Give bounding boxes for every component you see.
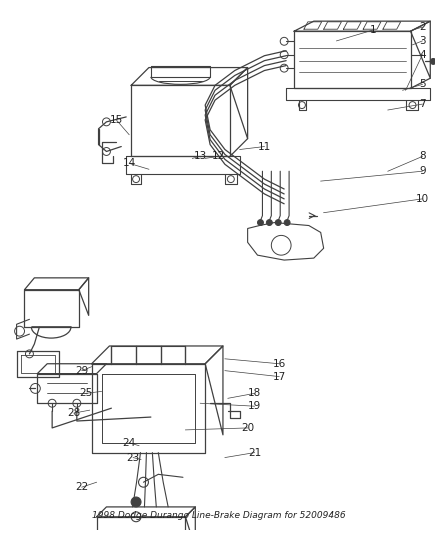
Text: 15: 15 [110,115,123,125]
Text: 23: 23 [127,453,140,463]
Text: 7: 7 [419,99,426,109]
Text: 25: 25 [79,389,92,398]
Text: 3: 3 [419,36,426,46]
Text: 19: 19 [248,401,261,411]
Text: 24: 24 [123,438,136,448]
Text: 12: 12 [212,151,225,161]
Circle shape [284,220,290,225]
Circle shape [258,220,263,225]
Text: 22: 22 [75,482,88,492]
Text: 13: 13 [194,151,207,161]
Text: 16: 16 [272,359,286,369]
Text: 9: 9 [419,166,426,176]
Text: 18: 18 [248,389,261,398]
Text: 11: 11 [258,142,271,151]
Text: 2: 2 [419,22,426,32]
Text: 1: 1 [370,25,376,35]
Text: 20: 20 [241,423,254,433]
Circle shape [131,497,141,507]
Text: 5: 5 [419,79,426,90]
Text: 29: 29 [75,366,88,376]
Text: 14: 14 [123,158,136,168]
Text: 21: 21 [248,448,261,458]
Circle shape [430,59,436,64]
Circle shape [275,220,281,225]
Text: 28: 28 [67,408,81,418]
Circle shape [266,220,272,225]
Text: 1998 Dodge Durango Line-Brake Diagram for 52009486: 1998 Dodge Durango Line-Brake Diagram fo… [92,511,346,520]
Text: 10: 10 [416,194,429,204]
Text: 17: 17 [272,372,286,382]
Text: 4: 4 [419,50,426,60]
Text: 8: 8 [419,151,426,161]
